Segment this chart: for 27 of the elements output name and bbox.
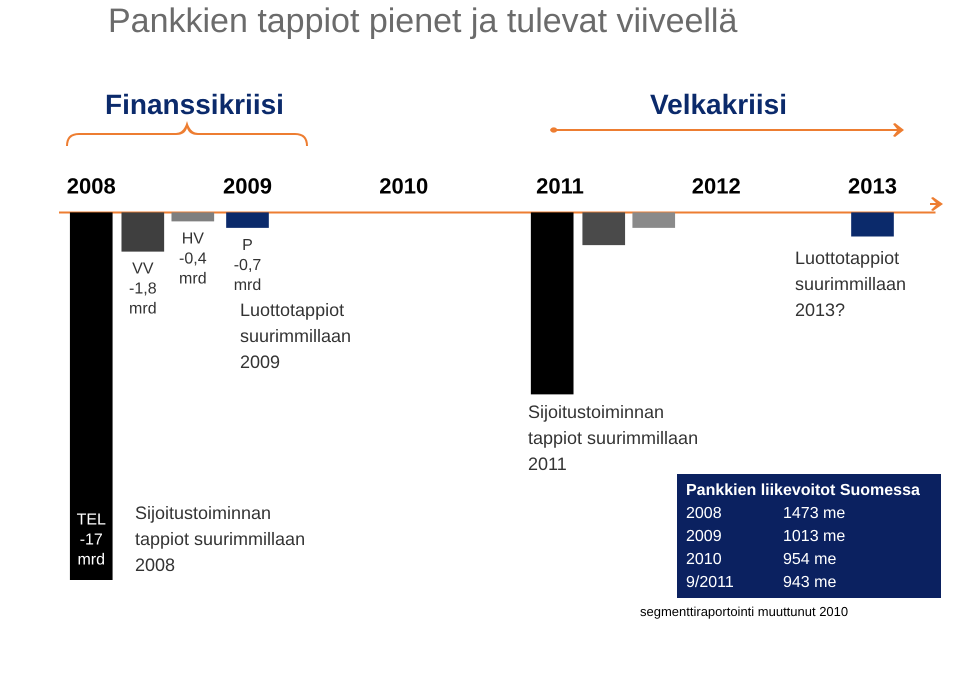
annotation: 943 me [783,573,836,593]
annotation: 2010 [686,550,722,570]
data-label: VV -1,8 mrd [129,260,157,318]
annotation: 9/2011 [686,573,734,593]
annotation: Sijoitustoiminnan tappiot suurimmillaan 2008 [135,502,306,577]
text: Finanssikriisi [105,88,284,122]
data-label: TEL -17 mrd [76,511,106,568]
annotation: 2008 [686,504,722,524]
x-tick-label: 2010 [379,173,428,198]
annotation: Sijoitustoiminnan tappiot suurimmillaan 2011 [528,401,698,476]
x-tick-label: 2012 [692,173,741,198]
x-tick-label: 2009 [223,173,272,198]
data-label: P -0,7 mrd [234,236,262,294]
chart-title: Pankkien tappiot pienet ja tulevat viiveellä [108,2,738,41]
annotation: Pankkien liikevoitot Suomessa [686,481,920,501]
annotation: 954 me [783,550,836,570]
text: segmenttiraportointi muuttunut 2010 [640,603,848,621]
annotation: 1473 me [783,504,846,524]
annotation: Luottotappiot suurimmillaan 2009 [240,299,352,374]
x-tick-label: 2011 [536,173,584,198]
text: Velkakriisi [650,88,788,122]
x-tick-label: 2008 [66,173,116,198]
annotation: 1013 me [783,527,846,547]
data-label: HV -0,4 mrd [179,230,207,288]
annotation: Luottotappiot suurimmillaan 2013? [795,247,906,322]
x-tick-label: 2013 [848,173,897,198]
annotation: 2009 [686,527,722,547]
